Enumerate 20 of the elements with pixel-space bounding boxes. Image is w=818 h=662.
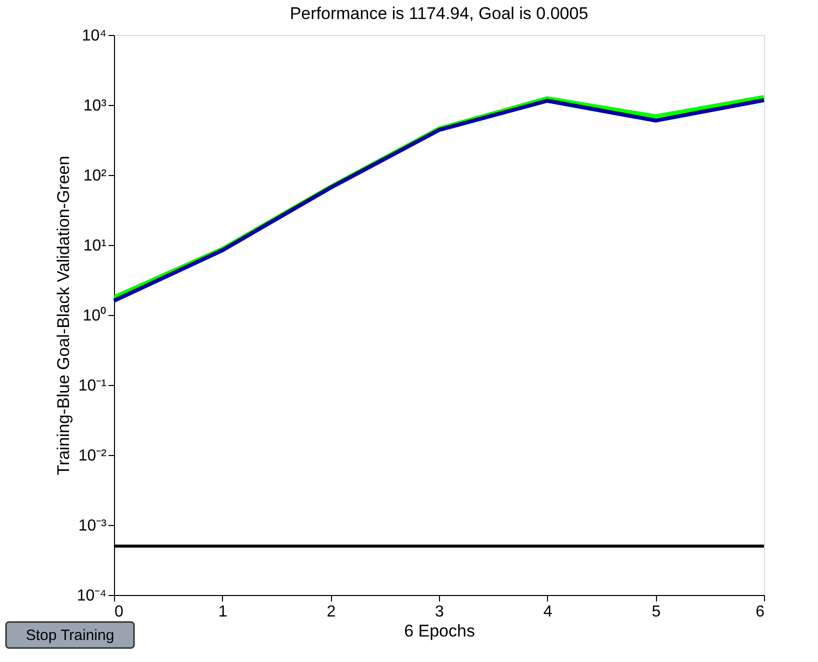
y-tick-label: 10⁴ — [82, 28, 107, 44]
y-tick-label: 10² — [83, 168, 108, 184]
x-tick-label: 5 — [652, 604, 661, 620]
x-tick-label: 4 — [543, 604, 552, 620]
y-tick-label: 10⁻¹ — [78, 378, 106, 394]
chart-title: Performance is 1174.94, Goal is 0.0005 — [290, 4, 588, 23]
y-tick-label: 10⁻³ — [78, 518, 108, 534]
y-tick-label: 10³ — [83, 98, 108, 114]
x-tick-label: 1 — [218, 604, 228, 620]
y-tick-label: 10⁰ — [82, 306, 106, 324]
y-axis-title: Training-Blue Goal-Black Validation-Green — [54, 156, 73, 476]
x-tick-label: 0 — [114, 604, 124, 620]
text: Stop Training — [26, 627, 114, 644]
x-tick-label: 2 — [326, 604, 336, 620]
y-tick-label: 10¹ — [83, 238, 106, 254]
x-axis-title: 6 Epochs — [404, 622, 475, 640]
y-tick-label: 10⁻² — [78, 448, 108, 464]
x-tick-label: 3 — [435, 604, 444, 620]
x-tick-label: 6 — [756, 604, 765, 620]
y-tick-label: 10⁻⁴ — [76, 588, 107, 604]
